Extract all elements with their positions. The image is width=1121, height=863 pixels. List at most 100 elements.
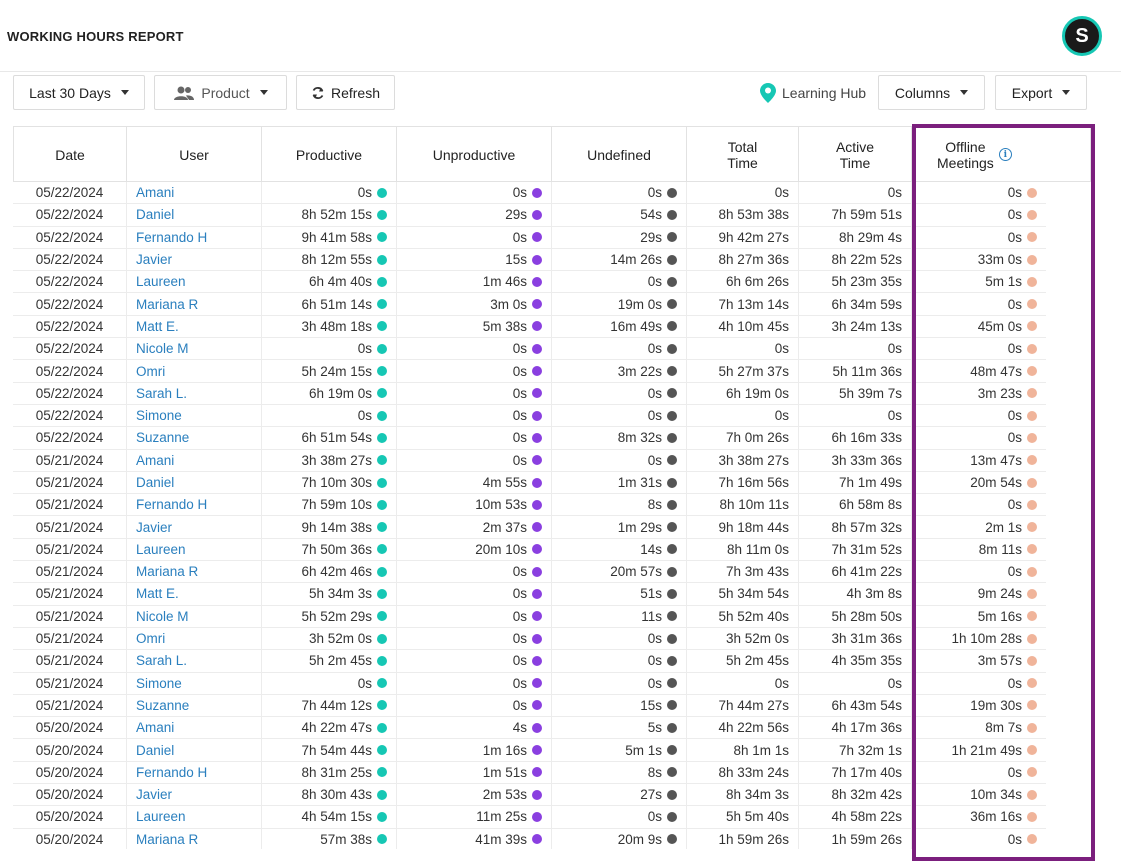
cell-user-value[interactable]: Fernando H [136, 229, 208, 245]
table-row[interactable]: 05/21/2024 Nicole M 5h 52m 29s 0s 11s 5h 52m … [13, 605, 1046, 628]
column-header-unproductive[interactable]: Unproductive [396, 127, 551, 182]
cell-user[interactable]: Fernando H [126, 226, 261, 248]
cell-user-value[interactable]: Laureen [136, 274, 186, 290]
info-icon[interactable]: i [998, 148, 1012, 161]
cell-user-value[interactable]: Nicole M [136, 608, 189, 624]
table-row[interactable]: 05/21/2024 Omri 3h 52m 0s 0s 0s 3h 52m 0s 3h 3… [13, 627, 1046, 651]
cell-user-value[interactable]: Fernando H [136, 497, 208, 513]
table-row[interactable]: 05/21/2024 Fernando H 7h 59m 10s 10m 53s 8s 8… [13, 494, 1046, 517]
table-row[interactable]: 05/20/2024 Fernando H 8h 31m 25s 1m 51s 8s 8h… [13, 761, 1046, 785]
export-dropdown[interactable]: Export [995, 75, 1087, 110]
table-row[interactable]: 05/22/2024 Suzanne 6h 51m 54s 0s 8m 32s 7h 0m… [13, 427, 1046, 450]
cell-user-value[interactable]: Suzanne [136, 697, 190, 713]
cell-user-value[interactable]: Sarah L. [136, 653, 188, 669]
cell-user-value[interactable]: Matt E. [136, 586, 179, 602]
cell-user[interactable]: Mariana R [126, 828, 261, 849]
cell-user-value[interactable]: Mariana R [136, 296, 199, 312]
cell-user-value[interactable]: Javier [136, 519, 173, 535]
cell-user-value[interactable]: Mariana R [136, 564, 199, 580]
learning-hub-link[interactable]: Learning Hub [760, 82, 866, 104]
cell-user[interactable]: Suzanne [126, 427, 261, 449]
cell-user-value[interactable]: Laureen [136, 809, 186, 825]
cell-user[interactable]: Amani [126, 717, 261, 739]
table-row[interactable]: 05/21/2024 Sarah L. 5h 2m 45s 0s 0s 5h 2m 45s… [13, 650, 1046, 673]
table-row[interactable]: 05/21/2024 Amani 3h 38m 27s 0s 0s 3h 38m 27s 3… [13, 449, 1046, 472]
table-row[interactable]: 05/21/2024 Simone 0s 0s 0s 0s 0s 0s [13, 672, 1046, 695]
cell-user[interactable]: Suzanne [126, 694, 261, 717]
table-row[interactable]: 05/22/2024 Simone 0s 0s 0s 0s 0s 0s [13, 404, 1046, 428]
cell-user-value[interactable]: Omri [136, 363, 166, 379]
cell-user-value[interactable]: Javier [136, 252, 173, 268]
cell-user[interactable]: Daniel [126, 739, 261, 761]
cell-user[interactable]: Amani [126, 182, 261, 204]
cell-user[interactable]: Simone [126, 404, 261, 427]
cell-user[interactable]: Matt E. [126, 315, 261, 338]
cell-user[interactable]: Omri [126, 360, 261, 382]
cell-user-value[interactable]: Mariana R [136, 831, 199, 847]
refresh-button[interactable]: Refresh [296, 75, 395, 110]
cell-user[interactable]: Laureen [126, 806, 261, 828]
table-row[interactable]: 05/20/2024 Javier 8h 30m 43s 2m 53s 27s 8h 34… [13, 784, 1046, 807]
cell-user-value[interactable]: Amani [136, 185, 175, 201]
cell-user[interactable]: Javier [126, 784, 261, 806]
cell-user[interactable]: Laureen [126, 538, 261, 561]
table-row[interactable]: 05/20/2024 Mariana R 57m 38s 41m 39s 20m 9s 1… [13, 828, 1046, 849]
cell-user[interactable]: Sarah L. [126, 650, 261, 672]
table-row[interactable]: 05/21/2024 Laureen 7h 50m 36s 20m 10s 14s 8h … [13, 538, 1046, 562]
cell-user-value[interactable]: Daniel [136, 742, 175, 758]
cell-user-value[interactable]: Amani [136, 720, 175, 736]
cell-user-value[interactable]: Daniel [136, 207, 175, 223]
cell-user-value[interactable]: Nicole M [136, 341, 189, 357]
avatar[interactable]: S [1062, 16, 1102, 56]
cell-user[interactable]: Sarah L. [126, 382, 261, 404]
cell-user[interactable]: Omri [126, 627, 261, 650]
cell-user[interactable]: Mariana R [126, 561, 261, 583]
cell-user[interactable]: Matt E. [126, 583, 261, 605]
table-row[interactable]: 05/22/2024 Omri 5h 24m 15s 0s 3m 22s 5h 27m 3… [13, 360, 1046, 383]
cell-user[interactable]: Daniel [126, 204, 261, 226]
cell-user[interactable]: Amani [126, 449, 261, 471]
column-header-user[interactable]: User [126, 127, 261, 182]
cell-user[interactable]: Javier [126, 248, 261, 271]
column-header-offline-meetings[interactable]: Offline Meetings i [911, 127, 1091, 182]
cell-user[interactable]: Fernando H [126, 761, 261, 784]
column-header-date[interactable]: Date [13, 127, 126, 182]
table-row[interactable]: 05/20/2024 Amani 4h 22m 47s 4s 5s 4h 22m 56s 4… [13, 717, 1046, 740]
cell-user[interactable]: Simone [126, 672, 261, 694]
columns-dropdown[interactable]: Columns [878, 75, 985, 110]
cell-user-value[interactable]: Matt E. [136, 318, 179, 334]
table-row[interactable]: 05/20/2024 Laureen 4h 54m 15s 11m 25s 0s 5h 5… [13, 806, 1046, 829]
cell-user-value[interactable]: Javier [136, 787, 173, 803]
cell-user-value[interactable]: Suzanne [136, 430, 190, 446]
table-row[interactable]: 05/20/2024 Daniel 7h 54m 44s 1m 16s 5m 1s 8h … [13, 739, 1046, 762]
table-row[interactable]: 05/22/2024 Javier 8h 12m 55s 15s 14m 26s 8h 2… [13, 248, 1046, 272]
table-row[interactable]: 05/21/2024 Javier 9h 14m 38s 2m 37s 1m 29s 9h… [13, 516, 1046, 539]
table-row[interactable]: 05/21/2024 Suzanne 7h 44m 12s 0s 15s 7h 44m 2… [13, 694, 1046, 718]
table-row[interactable]: 05/21/2024 Daniel 7h 10m 30s 4m 55s 1m 31s 7h… [13, 471, 1046, 495]
table-row[interactable]: 05/22/2024 Fernando H 9h 41m 58s 0s 29s 9h 42… [13, 226, 1046, 249]
column-header-total-time[interactable]: Total Time [686, 127, 798, 182]
cell-user-value[interactable]: Amani [136, 452, 175, 468]
table-row[interactable]: 05/21/2024 Matt E. 5h 34m 3s 0s 51s 5h 34m 54… [13, 583, 1046, 606]
cell-user-value[interactable]: Simone [136, 408, 182, 424]
cell-user-value[interactable]: Fernando H [136, 764, 208, 780]
table-row[interactable]: 05/22/2024 Sarah L. 6h 19m 0s 0s 0s 6h 19m 0s… [13, 382, 1046, 405]
table-row[interactable]: 05/22/2024 Nicole M 0s 0s 0s 0s 0s 0s [13, 338, 1046, 361]
table-row[interactable]: 05/22/2024 Amani 0s 0s 0s 0s 0s 0s [13, 182, 1046, 205]
cell-user[interactable]: Laureen [126, 271, 261, 293]
cell-user-value[interactable]: Daniel [136, 475, 175, 490]
cell-user[interactable]: Mariana R [126, 293, 261, 315]
cell-user[interactable]: Daniel [126, 471, 261, 494]
date-range-dropdown[interactable]: Last 30 Days [13, 75, 145, 110]
table-row[interactable]: 05/22/2024 Matt E. 3h 48m 18s 5m 38s 16m 49s… [13, 315, 1046, 339]
cell-user-value[interactable]: Omri [136, 631, 166, 647]
table-row[interactable]: 05/21/2024 Mariana R 6h 42m 46s 0s 20m 57s 7h… [13, 561, 1046, 584]
table-row[interactable]: 05/22/2024 Laureen 6h 4m 40s 1m 46s 0s 6h 6m … [13, 271, 1046, 294]
cell-user[interactable]: Nicole M [126, 605, 261, 627]
cell-user[interactable]: Javier [126, 516, 261, 538]
cell-user-value[interactable]: Simone [136, 675, 182, 691]
column-header-productive[interactable]: Productive [261, 127, 396, 182]
table-row[interactable]: 05/22/2024 Daniel 8h 52m 15s 29s 54s 8h 53m 3… [13, 204, 1046, 227]
cell-user-value[interactable]: Laureen [136, 541, 186, 557]
column-header-undefined[interactable]: Undefined [551, 127, 686, 182]
